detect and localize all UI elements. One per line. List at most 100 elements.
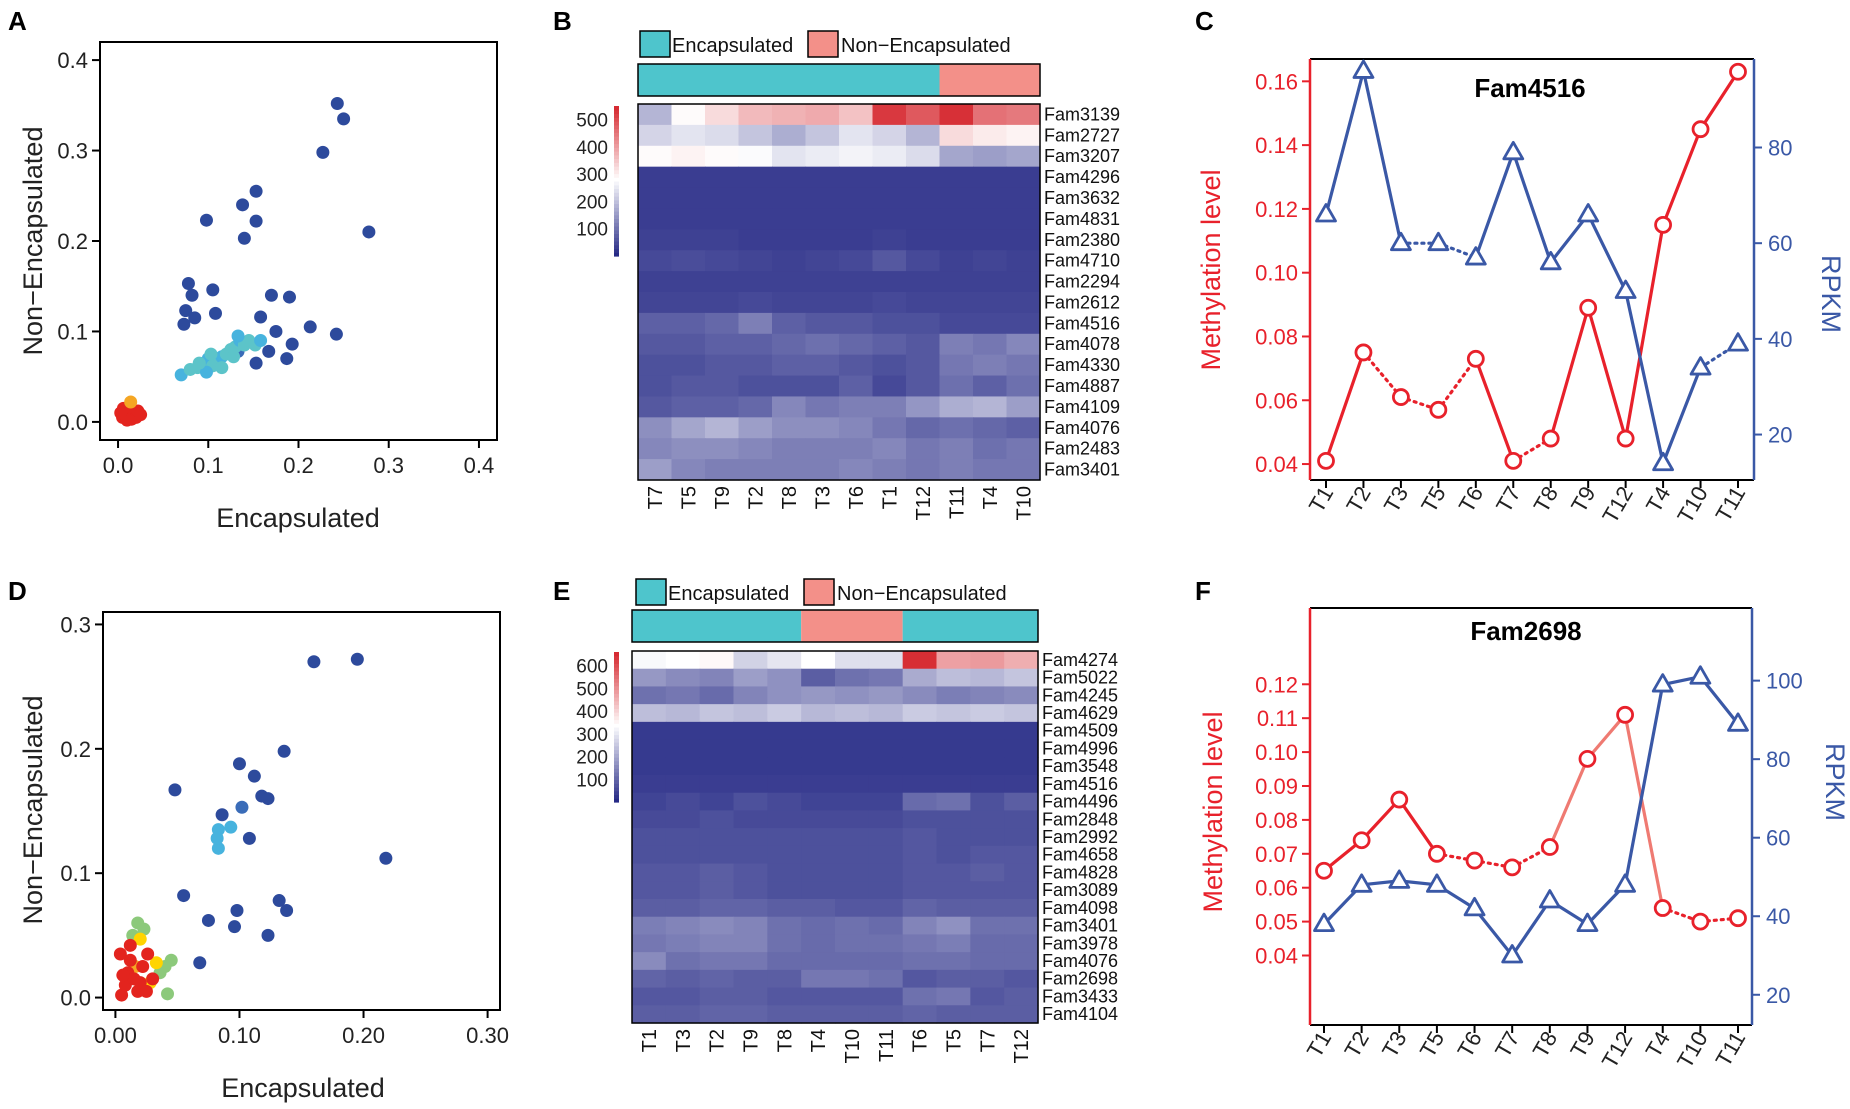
heatmap-cell bbox=[767, 899, 802, 918]
chart-title: Fam2698 bbox=[1470, 616, 1581, 646]
row-label: Fam2612 bbox=[1044, 292, 1120, 312]
color-scale-step bbox=[614, 760, 619, 766]
heatmap-cell bbox=[733, 810, 768, 829]
left-tick-label: 0.16 bbox=[1255, 69, 1298, 94]
color-scale-step bbox=[614, 787, 619, 792]
heatmap-cell bbox=[970, 757, 1005, 776]
x-tick-label: 0.30 bbox=[466, 1023, 509, 1048]
heatmap-cell bbox=[835, 952, 870, 971]
color-scale-step bbox=[614, 727, 619, 732]
rpkm-line-segment bbox=[1510, 898, 1552, 958]
heatmap-cell bbox=[973, 354, 1008, 377]
methylation-marker bbox=[1616, 429, 1635, 448]
heatmap-cell bbox=[1004, 1005, 1039, 1024]
heatmap-cell bbox=[772, 145, 807, 168]
methylation-line-segment bbox=[1324, 350, 1366, 463]
heatmap-cell bbox=[973, 166, 1008, 189]
group-block-encapsulated bbox=[902, 610, 1038, 642]
color-scale-label: 200 bbox=[576, 192, 608, 213]
heatmap-cell bbox=[970, 721, 1005, 741]
heatmap-cell bbox=[902, 792, 938, 812]
rpkm-marker bbox=[1464, 246, 1487, 266]
heatmap-cell bbox=[839, 124, 874, 147]
row-label: Fam4330 bbox=[1044, 355, 1120, 375]
rpkm-marker bbox=[1652, 451, 1674, 472]
data-point bbox=[264, 288, 278, 302]
heatmap-cell bbox=[699, 810, 735, 829]
heatmap-cell bbox=[872, 145, 907, 168]
legend-label-encapsulated: Encapsulated bbox=[668, 583, 789, 605]
color-scale-step bbox=[614, 222, 619, 227]
heatmap-cell bbox=[1006, 333, 1041, 356]
color-scale-step bbox=[614, 659, 619, 664]
methylation-marker bbox=[1390, 790, 1409, 809]
rpkm-line-segment bbox=[1623, 682, 1665, 887]
heatmap-cell bbox=[772, 312, 807, 335]
heatmap-cell bbox=[638, 292, 673, 314]
data-point bbox=[208, 306, 222, 320]
heatmap-cell bbox=[738, 250, 773, 272]
row-label: Fam3433 bbox=[1042, 986, 1118, 1006]
data-point bbox=[261, 792, 275, 806]
heatmap-cell bbox=[839, 145, 874, 168]
heatmap-cell bbox=[805, 396, 840, 418]
heatmap-cell bbox=[671, 124, 706, 147]
x-tick-label: 0.3 bbox=[373, 453, 404, 478]
heatmap-cell bbox=[1006, 459, 1041, 481]
heatmap-cell bbox=[738, 124, 773, 147]
heatmap-cell bbox=[772, 208, 807, 230]
heatmap-cell bbox=[835, 739, 870, 758]
data-point bbox=[231, 329, 245, 343]
methylation-line-segment bbox=[1474, 357, 1515, 463]
heatmap-cell bbox=[906, 333, 941, 356]
heatmap-cell bbox=[801, 952, 836, 971]
heatmap-cell bbox=[902, 845, 938, 865]
heatmap-cell bbox=[665, 757, 701, 776]
data-point bbox=[303, 320, 317, 334]
methylation-marker bbox=[1392, 388, 1410, 406]
data-point bbox=[113, 947, 127, 961]
heatmap-cell bbox=[939, 396, 974, 418]
heatmap-cell bbox=[772, 438, 807, 460]
x-tick-label: T8 bbox=[1529, 482, 1563, 517]
heatmap-cell bbox=[872, 375, 907, 398]
heatmap-cell bbox=[705, 375, 740, 398]
heatmap-cell bbox=[665, 934, 701, 953]
left-tick-label: 0.04 bbox=[1255, 452, 1298, 477]
rpkm-line-segment bbox=[1661, 365, 1703, 465]
data-point bbox=[261, 928, 275, 942]
data-point bbox=[227, 350, 241, 364]
heatmap-cell bbox=[665, 969, 701, 989]
x-tick-label: T5 bbox=[1416, 482, 1450, 517]
heatmap-cell bbox=[839, 459, 874, 481]
heatmap-cell bbox=[801, 828, 836, 847]
right-tick-label: 80 bbox=[1766, 747, 1790, 772]
legend-swatch-encapsulated bbox=[635, 578, 667, 606]
heatmap-cell bbox=[671, 396, 706, 418]
heatmap-cell bbox=[632, 863, 667, 882]
methylation-line-segment bbox=[1549, 306, 1590, 441]
heatmap-cell bbox=[801, 845, 836, 865]
heatmap-cell bbox=[665, 828, 701, 847]
heatmap-cell bbox=[772, 250, 807, 272]
heatmap-cell bbox=[868, 792, 904, 812]
heatmap-cell bbox=[767, 863, 802, 882]
methylation-line-segment bbox=[1624, 223, 1665, 441]
column-label: T10 bbox=[1013, 486, 1035, 520]
heatmap-cell bbox=[665, 845, 701, 865]
heatmap-cell bbox=[939, 459, 974, 481]
heatmap-cell bbox=[632, 757, 667, 776]
data-point bbox=[188, 311, 202, 325]
heatmap-cell bbox=[868, 721, 904, 741]
heatmap-cell bbox=[939, 354, 974, 377]
heatmap-cell bbox=[936, 845, 971, 865]
y-axis-title: Non−Encapsulated bbox=[18, 127, 48, 356]
heatmap-cell bbox=[699, 757, 735, 776]
heatmap-cell bbox=[772, 375, 807, 398]
heatmap-cell bbox=[839, 292, 874, 314]
heatmap-cell bbox=[906, 166, 941, 189]
row-label: Fam4078 bbox=[1044, 334, 1120, 354]
